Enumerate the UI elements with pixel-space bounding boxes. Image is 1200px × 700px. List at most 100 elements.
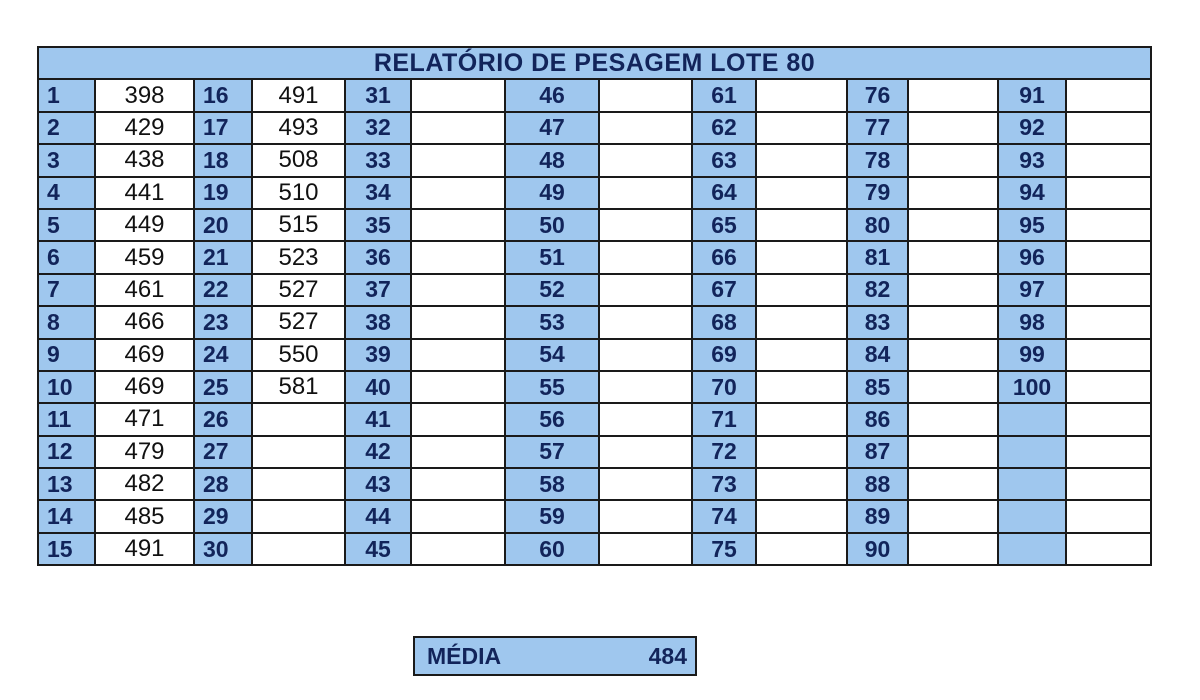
row-number-cell: 73 <box>691 467 757 502</box>
row-number-cell: 70 <box>691 369 757 405</box>
weight-cell <box>1065 305 1152 340</box>
table-row: 4 441 19 510 34 49 64 79 94 <box>37 175 1152 210</box>
weight-cell <box>410 78 506 113</box>
weight-cell <box>755 434 848 470</box>
table-row: 1 398 16 491 31 46 61 76 91 <box>37 78 1152 113</box>
row-number-cell: 52 <box>504 272 600 308</box>
row-number-cell: 43 <box>344 467 412 502</box>
table-row: 14 485 29 44 59 74 89 <box>37 499 1152 534</box>
row-number-cell: 68 <box>691 305 757 340</box>
row-number-cell: 98 <box>997 305 1067 340</box>
row-number-cell: 53 <box>504 305 600 340</box>
weight-cell <box>755 499 848 534</box>
row-number-cell: 88 <box>846 467 909 502</box>
weight-cell <box>1065 337 1152 372</box>
weight-cell <box>598 499 693 534</box>
weight-cell <box>755 143 848 178</box>
row-number-cell <box>997 402 1067 437</box>
row-number-cell: 58 <box>504 467 600 502</box>
row-number-cell: 31 <box>344 78 412 113</box>
weight-cell <box>410 240 506 275</box>
weight-cell <box>755 305 848 340</box>
weight-cell <box>410 272 506 308</box>
row-number-cell: 54 <box>504 337 600 372</box>
weight-cell <box>598 240 693 275</box>
weight-cell <box>1065 467 1152 502</box>
weight-cell <box>410 467 506 502</box>
row-number-cell: 37 <box>344 272 412 308</box>
weight-cell: 471 <box>94 402 195 437</box>
weight-cell <box>907 110 999 146</box>
weight-cell <box>907 207 999 243</box>
weight-cell: 469 <box>94 369 195 405</box>
row-number-cell: 32 <box>344 110 412 146</box>
row-number-cell: 44 <box>344 499 412 534</box>
row-number-cell: 13 <box>37 467 96 502</box>
row-number-cell: 34 <box>344 175 412 210</box>
row-number-cell: 76 <box>846 78 909 113</box>
weight-cell <box>598 207 693 243</box>
weight-cell <box>1065 499 1152 534</box>
row-number-cell: 100 <box>997 369 1067 405</box>
average-summary: MÉDIA 484 <box>413 636 697 676</box>
table-row: 2 429 17 493 32 47 62 77 92 <box>37 110 1152 146</box>
row-number-cell: 57 <box>504 434 600 470</box>
row-number-cell: 8 <box>37 305 96 340</box>
weight-cell <box>755 467 848 502</box>
row-number-cell: 41 <box>344 402 412 437</box>
weight-cell <box>1065 434 1152 470</box>
weight-cell <box>755 531 848 567</box>
table-row: 10 469 25 581 40 55 70 85 100 <box>37 369 1152 405</box>
row-number-cell: 93 <box>997 143 1067 178</box>
row-number-cell: 83 <box>846 305 909 340</box>
row-number-cell: 26 <box>193 402 253 437</box>
weight-cell <box>907 531 999 567</box>
row-number-cell: 42 <box>344 434 412 470</box>
weight-cell <box>598 175 693 210</box>
row-number-cell: 45 <box>344 531 412 567</box>
weight-cell <box>410 207 506 243</box>
weight-cell <box>410 110 506 146</box>
weight-cell <box>598 110 693 146</box>
weight-cell: 527 <box>251 305 346 340</box>
row-number-cell: 69 <box>691 337 757 372</box>
row-number-cell: 30 <box>193 531 253 567</box>
weight-cell: 398 <box>94 78 195 113</box>
weight-cell: 485 <box>94 499 195 534</box>
row-number-cell: 2 <box>37 110 96 146</box>
weight-cell <box>907 240 999 275</box>
row-number-cell: 82 <box>846 272 909 308</box>
weight-cell <box>907 499 999 534</box>
row-number-cell: 74 <box>691 499 757 534</box>
row-number-cell: 89 <box>846 499 909 534</box>
row-number-cell: 17 <box>193 110 253 146</box>
row-number-cell: 80 <box>846 207 909 243</box>
weight-cell <box>907 337 999 372</box>
row-number-cell: 67 <box>691 272 757 308</box>
row-number-cell: 22 <box>193 272 253 308</box>
row-number-cell: 15 <box>37 531 96 567</box>
row-number-cell: 97 <box>997 272 1067 308</box>
row-number-cell: 35 <box>344 207 412 243</box>
row-number-cell: 23 <box>193 305 253 340</box>
row-number-cell: 3 <box>37 143 96 178</box>
weight-cell: 469 <box>94 337 195 372</box>
row-number-cell <box>997 499 1067 534</box>
weight-cell <box>755 78 848 113</box>
weight-cell: 466 <box>94 305 195 340</box>
weight-cell <box>410 369 506 405</box>
weight-cell: 429 <box>94 110 195 146</box>
weight-cell <box>755 110 848 146</box>
row-number-cell <box>997 531 1067 567</box>
row-number-cell: 10 <box>37 369 96 405</box>
row-number-cell: 7 <box>37 272 96 308</box>
row-number-cell: 84 <box>846 337 909 372</box>
row-number-cell: 36 <box>344 240 412 275</box>
table-row: 12 479 27 42 57 72 87 <box>37 434 1152 470</box>
row-number-cell: 21 <box>193 240 253 275</box>
average-value: 484 <box>648 642 687 669</box>
row-number-cell: 75 <box>691 531 757 567</box>
row-number-cell: 20 <box>193 207 253 243</box>
row-number-cell: 77 <box>846 110 909 146</box>
title-row: RELATÓRIO DE PESAGEM LOTE 80 <box>37 45 1152 81</box>
